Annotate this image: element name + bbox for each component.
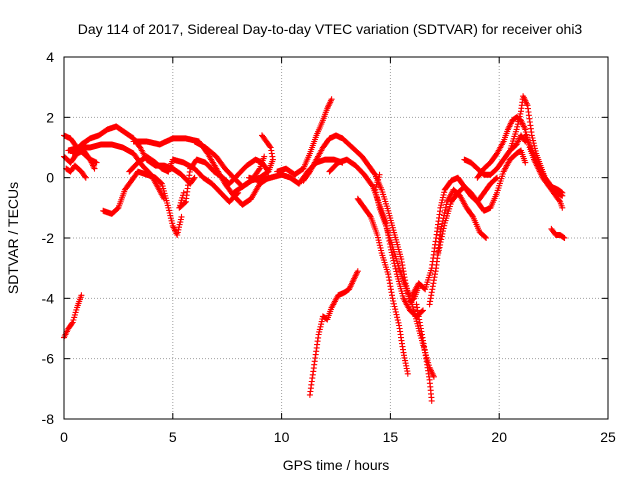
series-arc-16 [306,268,361,398]
series-arc-3 [63,162,89,181]
x-tick-label: 10 [274,429,290,445]
y-tick-label: -8 [42,411,55,427]
series-arc-7 [100,168,185,238]
series-arc-14 [274,96,335,178]
series-arc-18 [354,195,411,377]
series-arc-25 [474,114,566,211]
series-arc-6 [61,292,85,341]
y-tick-label: 4 [46,49,54,65]
series-arc-28 [548,225,568,241]
x-tick-label: 20 [491,429,507,445]
data-point-markers [61,292,85,341]
y-axis-label: SDTVAR / TECUs [5,182,21,294]
series-arc-23 [435,147,529,257]
y-tick-label: -6 [42,351,55,367]
y-tick-label: -4 [42,290,55,306]
grid-layer [64,57,608,419]
x-axis-label: GPS time / hours [283,457,390,473]
y-tick-label: 2 [46,109,54,125]
x-tick-label: 25 [600,429,616,445]
data-point-markers [274,96,335,178]
data-point-markers [413,301,435,404]
data-point-markers [522,132,566,196]
data-point-markers [100,168,185,238]
x-tick-label: 0 [60,429,68,445]
plot-frame [63,56,609,420]
data-point-markers [435,147,529,257]
series-arc-5 [65,141,168,202]
x-tick-label: 5 [169,429,177,445]
series-arc-27 [522,132,566,196]
y-tick-label: 0 [46,170,54,186]
chart-title: Day 114 of 2017, Sidereal Day-to-day VTE… [78,21,583,37]
series-arc-20 [413,301,435,404]
x-tick-label: 15 [383,429,399,445]
data-point-markers [63,162,89,181]
data-layer [61,93,568,404]
data-point-markers [354,195,411,377]
y-tick-label: -2 [42,230,55,246]
data-point-markers [548,225,568,241]
data-point-markers [474,114,566,211]
data-point-markers [306,268,361,398]
data-point-markers [65,141,168,202]
